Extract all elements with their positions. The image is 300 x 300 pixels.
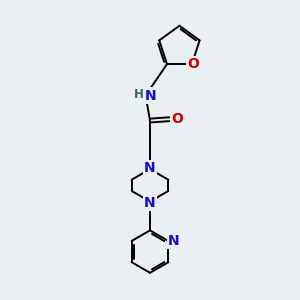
Text: N: N: [145, 88, 157, 103]
Text: H: H: [134, 88, 144, 100]
Text: O: O: [171, 112, 183, 126]
Text: O: O: [188, 57, 199, 71]
Text: N: N: [144, 161, 156, 175]
Text: N: N: [168, 234, 179, 248]
Text: N: N: [144, 196, 156, 210]
